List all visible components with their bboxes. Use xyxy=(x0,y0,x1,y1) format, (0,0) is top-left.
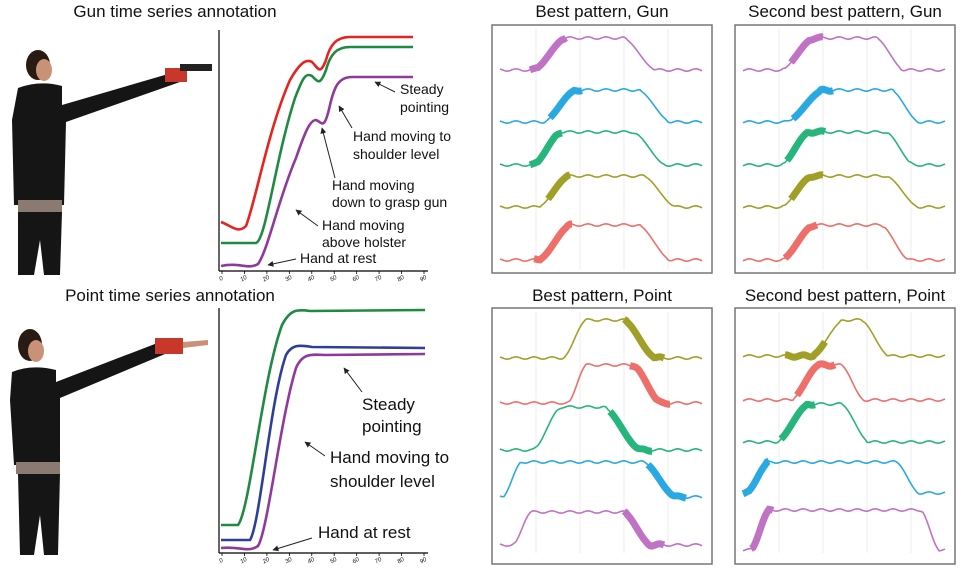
pattern-highlight xyxy=(784,339,828,361)
pattern-highlight xyxy=(621,508,666,550)
x-tick-label: 30 xyxy=(284,275,293,284)
x-tick-label: 80 xyxy=(397,557,406,566)
annotation: above holster xyxy=(322,234,406,250)
x-tick-label: 90 xyxy=(419,275,428,284)
point-chart xyxy=(218,308,428,554)
annotation: Hand moving xyxy=(322,217,405,233)
pattern-curve xyxy=(742,129,946,168)
x-tick-label: 0 xyxy=(219,275,225,282)
pattern-curve xyxy=(742,173,946,210)
annotation: Hand at rest xyxy=(318,523,411,542)
annotation: pointing xyxy=(362,417,422,436)
pattern-highlight xyxy=(545,171,572,202)
pattern-highlight xyxy=(645,462,687,502)
pattern-highlight xyxy=(788,33,824,65)
pattern-highlight xyxy=(782,221,819,261)
x-tick-label: 70 xyxy=(374,557,383,566)
x-tick-label: 20 xyxy=(261,275,271,284)
pattern-highlight xyxy=(547,86,583,121)
person-point xyxy=(10,329,208,555)
pattern-curve xyxy=(742,317,946,359)
pattern-curve xyxy=(499,173,703,210)
pattern-highlight xyxy=(784,127,827,163)
pattern-highlight xyxy=(788,171,824,202)
pattern-highlight xyxy=(790,85,834,122)
pattern-highlight xyxy=(778,400,816,442)
annotation: Hand at rest xyxy=(300,250,376,266)
pattern-curve xyxy=(742,35,946,73)
x-tick-label: 70 xyxy=(374,275,383,284)
annotation: down to grasp gun xyxy=(332,194,447,210)
gun-annotations: Steady pointing Hand moving to shoulder … xyxy=(267,81,451,267)
pattern-panels xyxy=(491,24,956,565)
pattern-highlight xyxy=(794,360,837,398)
pattern-highlight xyxy=(607,409,653,455)
person-gun xyxy=(12,50,212,275)
pattern-highlight xyxy=(741,457,771,498)
x-tick-label: 50 xyxy=(329,557,338,566)
pattern-curve xyxy=(499,404,703,453)
pattern-curve xyxy=(499,317,703,361)
x-tick-label: 80 xyxy=(397,275,406,284)
pattern-curve xyxy=(742,362,946,403)
annotation: Hand moving to xyxy=(330,448,449,467)
gun-title: Gun time series annotation xyxy=(73,2,276,21)
annotation: pointing xyxy=(400,99,449,115)
panel-title: Second best pattern, Gun xyxy=(748,2,942,21)
x-tick-label: 60 xyxy=(352,275,361,284)
point-title: Point time series annotation xyxy=(65,286,275,305)
annotation: Steady xyxy=(400,81,444,97)
pattern-curve xyxy=(742,87,946,125)
pattern-curve xyxy=(742,507,946,552)
panel-title: Second best pattern, Point xyxy=(745,286,946,305)
pattern-curve xyxy=(742,222,946,263)
x-tick-label: 50 xyxy=(329,275,338,284)
annotation: Steady xyxy=(362,395,415,414)
pattern-curve xyxy=(499,222,703,263)
pattern-highlight xyxy=(749,505,775,552)
x-tick-label: 40 xyxy=(307,557,316,566)
point-annotations: Steady pointing Hand moving to shoulder … xyxy=(272,367,449,552)
x-tick-label: 20 xyxy=(261,557,271,566)
pattern-curve xyxy=(742,459,946,495)
pattern-highlight xyxy=(622,316,666,362)
annotation: shoulder level xyxy=(353,146,439,162)
x-tick-label: 30 xyxy=(284,557,293,566)
x-tick-label: 0 xyxy=(219,557,225,564)
annotation: shoulder level xyxy=(330,472,435,491)
pattern-highlight xyxy=(528,129,563,169)
x-tick-label: 90 xyxy=(419,557,428,566)
panel-title: Best pattern, Gun xyxy=(535,2,668,21)
panel-title: Best pattern, Point xyxy=(532,286,672,305)
pattern-curve xyxy=(499,87,703,125)
pattern-curve xyxy=(742,401,946,445)
pattern-highlight xyxy=(528,35,569,74)
x-tick-label: 10 xyxy=(240,275,249,284)
gun-chart xyxy=(218,30,428,272)
pattern-highlight xyxy=(533,220,572,264)
x-tick-label: 40 xyxy=(307,275,316,284)
x-tick-label: 60 xyxy=(352,557,361,566)
x-tick-label: 10 xyxy=(240,557,249,566)
annotation: Hand moving xyxy=(332,177,415,193)
annotation: Hand moving to xyxy=(353,128,451,144)
pattern-curve xyxy=(499,509,703,548)
pattern-highlight xyxy=(629,362,671,408)
